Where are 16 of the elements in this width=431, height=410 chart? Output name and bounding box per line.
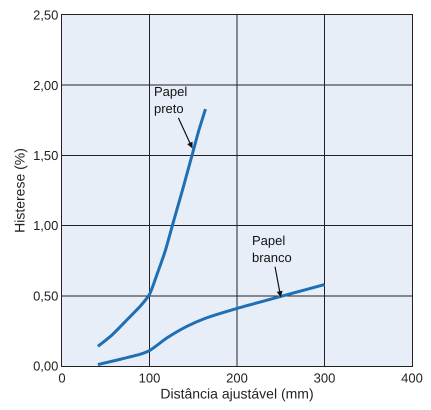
annotation: Papel preto xyxy=(154,84,188,116)
y-tick-label: 0,00 xyxy=(33,358,58,374)
line-series xyxy=(96,283,326,366)
x-tick-label: 300 xyxy=(314,370,336,386)
y-tick-label: 1,00 xyxy=(33,218,58,234)
x-tick-label: 100 xyxy=(138,370,160,386)
y-tick-label: 1,50 xyxy=(33,148,58,163)
x-tick-label: 0 xyxy=(58,370,66,386)
annotation: Papel branco xyxy=(252,233,292,265)
y-axis-title: Histerese (%) xyxy=(12,148,28,233)
x-axis-title: Distância ajustável (mm) xyxy=(160,386,314,402)
x-tick-label: 400 xyxy=(401,370,423,386)
x-tick-label: 200 xyxy=(226,370,248,386)
y-tick-label: 0,50 xyxy=(33,288,58,304)
y-tick-label: 2,50 xyxy=(33,8,58,23)
y-tick-label: 2,00 xyxy=(33,78,58,93)
